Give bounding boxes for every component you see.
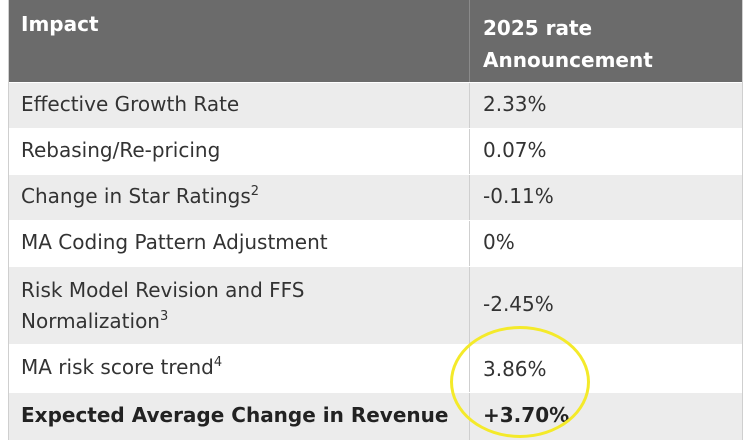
header-divider: [469, 0, 470, 82]
column-divider: [469, 83, 470, 128]
row-value: 2.33%: [483, 92, 547, 116]
footnote-marker: 4: [213, 355, 223, 370]
header-announcement-line1: 2025 rate: [483, 16, 593, 40]
row-label: MA Coding Pattern Adjustment: [21, 230, 328, 254]
header-impact: Impact: [21, 12, 99, 36]
column-divider: [469, 267, 470, 344]
row-value: -0.11%: [483, 184, 554, 208]
table-row-total: Expected Average Change in Revenue +3.70…: [9, 392, 742, 440]
row-label-line2: Normalization: [21, 309, 160, 333]
row-label-line1: Risk Model Revision and FFS: [21, 278, 305, 302]
row-label: Change in Star Ratings: [21, 184, 251, 208]
column-divider: [469, 393, 470, 440]
header-announcement: 2025 rate Announcement: [483, 12, 653, 76]
table-row: Change in Star Ratings2 -0.11%: [9, 174, 742, 220]
rate-impact-table: Impact 2025 rate Announcement Effective …: [8, 0, 743, 440]
table-row: Effective Growth Rate 2.33%: [9, 82, 742, 128]
footnote-marker: 3: [159, 309, 169, 324]
row-value: 0%: [483, 230, 515, 254]
column-divider: [469, 345, 470, 392]
row-label: Expected Average Change in Revenue: [21, 403, 449, 427]
row-value: -2.45%: [483, 292, 554, 316]
row-label: Rebasing/Re-pricing: [21, 138, 221, 162]
column-divider: [469, 175, 470, 220]
row-value: +3.70%: [483, 403, 570, 427]
table-row: MA risk score trend4 3.86%: [9, 344, 742, 392]
column-divider: [469, 129, 470, 174]
row-label-multiline: Risk Model Revision and FFS Normalizatio…: [21, 275, 305, 337]
row-label-with-footnote: Change in Star Ratings2: [21, 184, 259, 208]
row-label-with-footnote: MA risk score trend4: [21, 355, 222, 379]
footnote-marker: 2: [250, 184, 260, 199]
table-header: Impact 2025 rate Announcement: [9, 0, 742, 82]
row-label: MA risk score trend: [21, 355, 214, 379]
table-row: MA Coding Pattern Adjustment 0%: [9, 220, 742, 266]
row-value: 0.07%: [483, 138, 547, 162]
row-value: 3.86%: [483, 357, 547, 381]
table-row: Risk Model Revision and FFS Normalizatio…: [9, 266, 742, 344]
column-divider: [469, 221, 470, 266]
row-label: Effective Growth Rate: [21, 92, 240, 116]
table-row: Rebasing/Re-pricing 0.07%: [9, 128, 742, 174]
header-announcement-line2: Announcement: [483, 48, 653, 72]
